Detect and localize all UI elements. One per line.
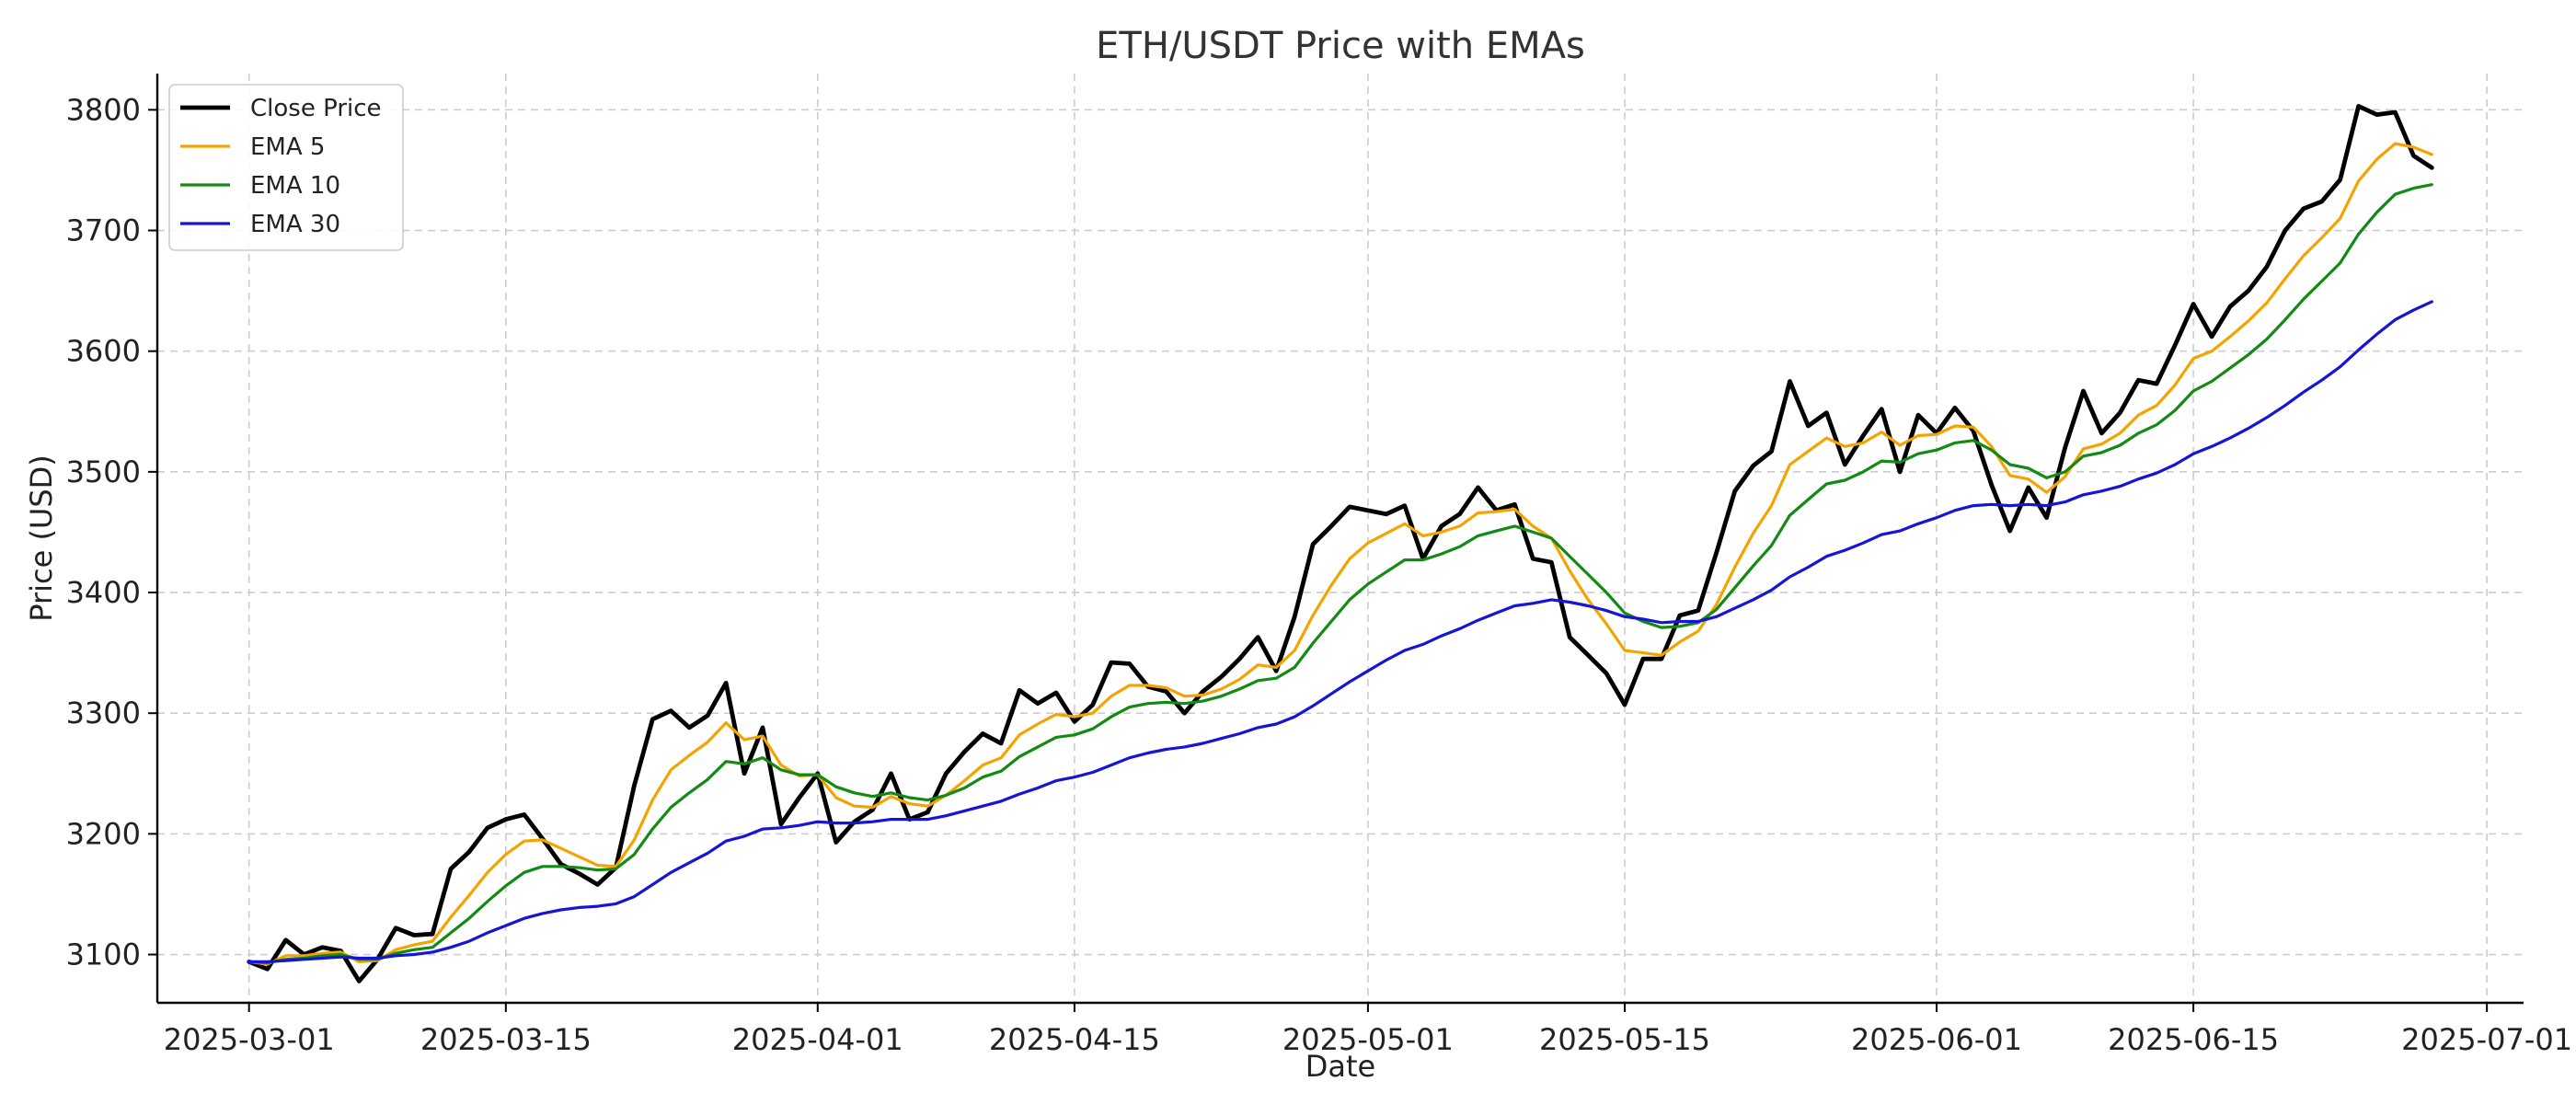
x-tick-label: 2025-03-15 <box>420 1022 592 1057</box>
x-tick-label: 2025-04-15 <box>989 1022 1160 1057</box>
series-line-ema-5 <box>247 142 2433 966</box>
x-tick-label: 2025-03-01 <box>164 1022 335 1057</box>
x-tick-label: 2025-04-01 <box>732 1022 903 1057</box>
x-tick-label: 2025-05-01 <box>1282 1022 1454 1057</box>
series-line-ema-10 <box>247 183 2433 965</box>
y-tick-label: 3700 <box>66 213 141 248</box>
x-axis-label: Date <box>1305 1049 1375 1084</box>
x-ticks: 2025-03-01 2025-03-15 2025-04-01 2025-04-15… <box>164 1003 2572 1057</box>
y-tick-label: 3800 <box>66 92 141 127</box>
y-axis-label: Price (USD) <box>24 454 59 622</box>
legend-label: EMA 10 <box>250 172 340 200</box>
series-line-close-price <box>247 104 2434 983</box>
y-tick-label: 3500 <box>66 454 141 489</box>
y-ticks: 3100 3200 3300 3400 3500 3600 3700 3800 <box>66 92 157 972</box>
y-tick-label: 3600 <box>66 334 141 369</box>
grid <box>157 74 2524 1003</box>
x-tick-label: 2025-07-01 <box>2401 1022 2572 1057</box>
x-tick-label: 2025-05-15 <box>1539 1022 1710 1057</box>
series-group <box>247 104 2434 983</box>
y-tick-label: 3100 <box>66 937 141 972</box>
legend-label: Close Price <box>250 95 382 122</box>
legend-label: EMA 30 <box>250 211 340 238</box>
legend-box <box>168 84 404 251</box>
legend: Close Price EMA 5 EMA 10 EMA 30 <box>168 84 404 251</box>
y-tick-label: 3300 <box>66 696 141 730</box>
y-tick-label: 3400 <box>66 575 141 610</box>
legend-label: EMA 5 <box>250 133 325 161</box>
chart-title: ETH/USDT Price with EMAs <box>1096 25 1585 67</box>
x-tick-label: 2025-06-01 <box>1851 1022 2022 1057</box>
series-line-ema-30 <box>247 300 2433 964</box>
y-tick-label: 3200 <box>66 816 141 851</box>
x-tick-label: 2025-06-15 <box>2108 1022 2279 1057</box>
